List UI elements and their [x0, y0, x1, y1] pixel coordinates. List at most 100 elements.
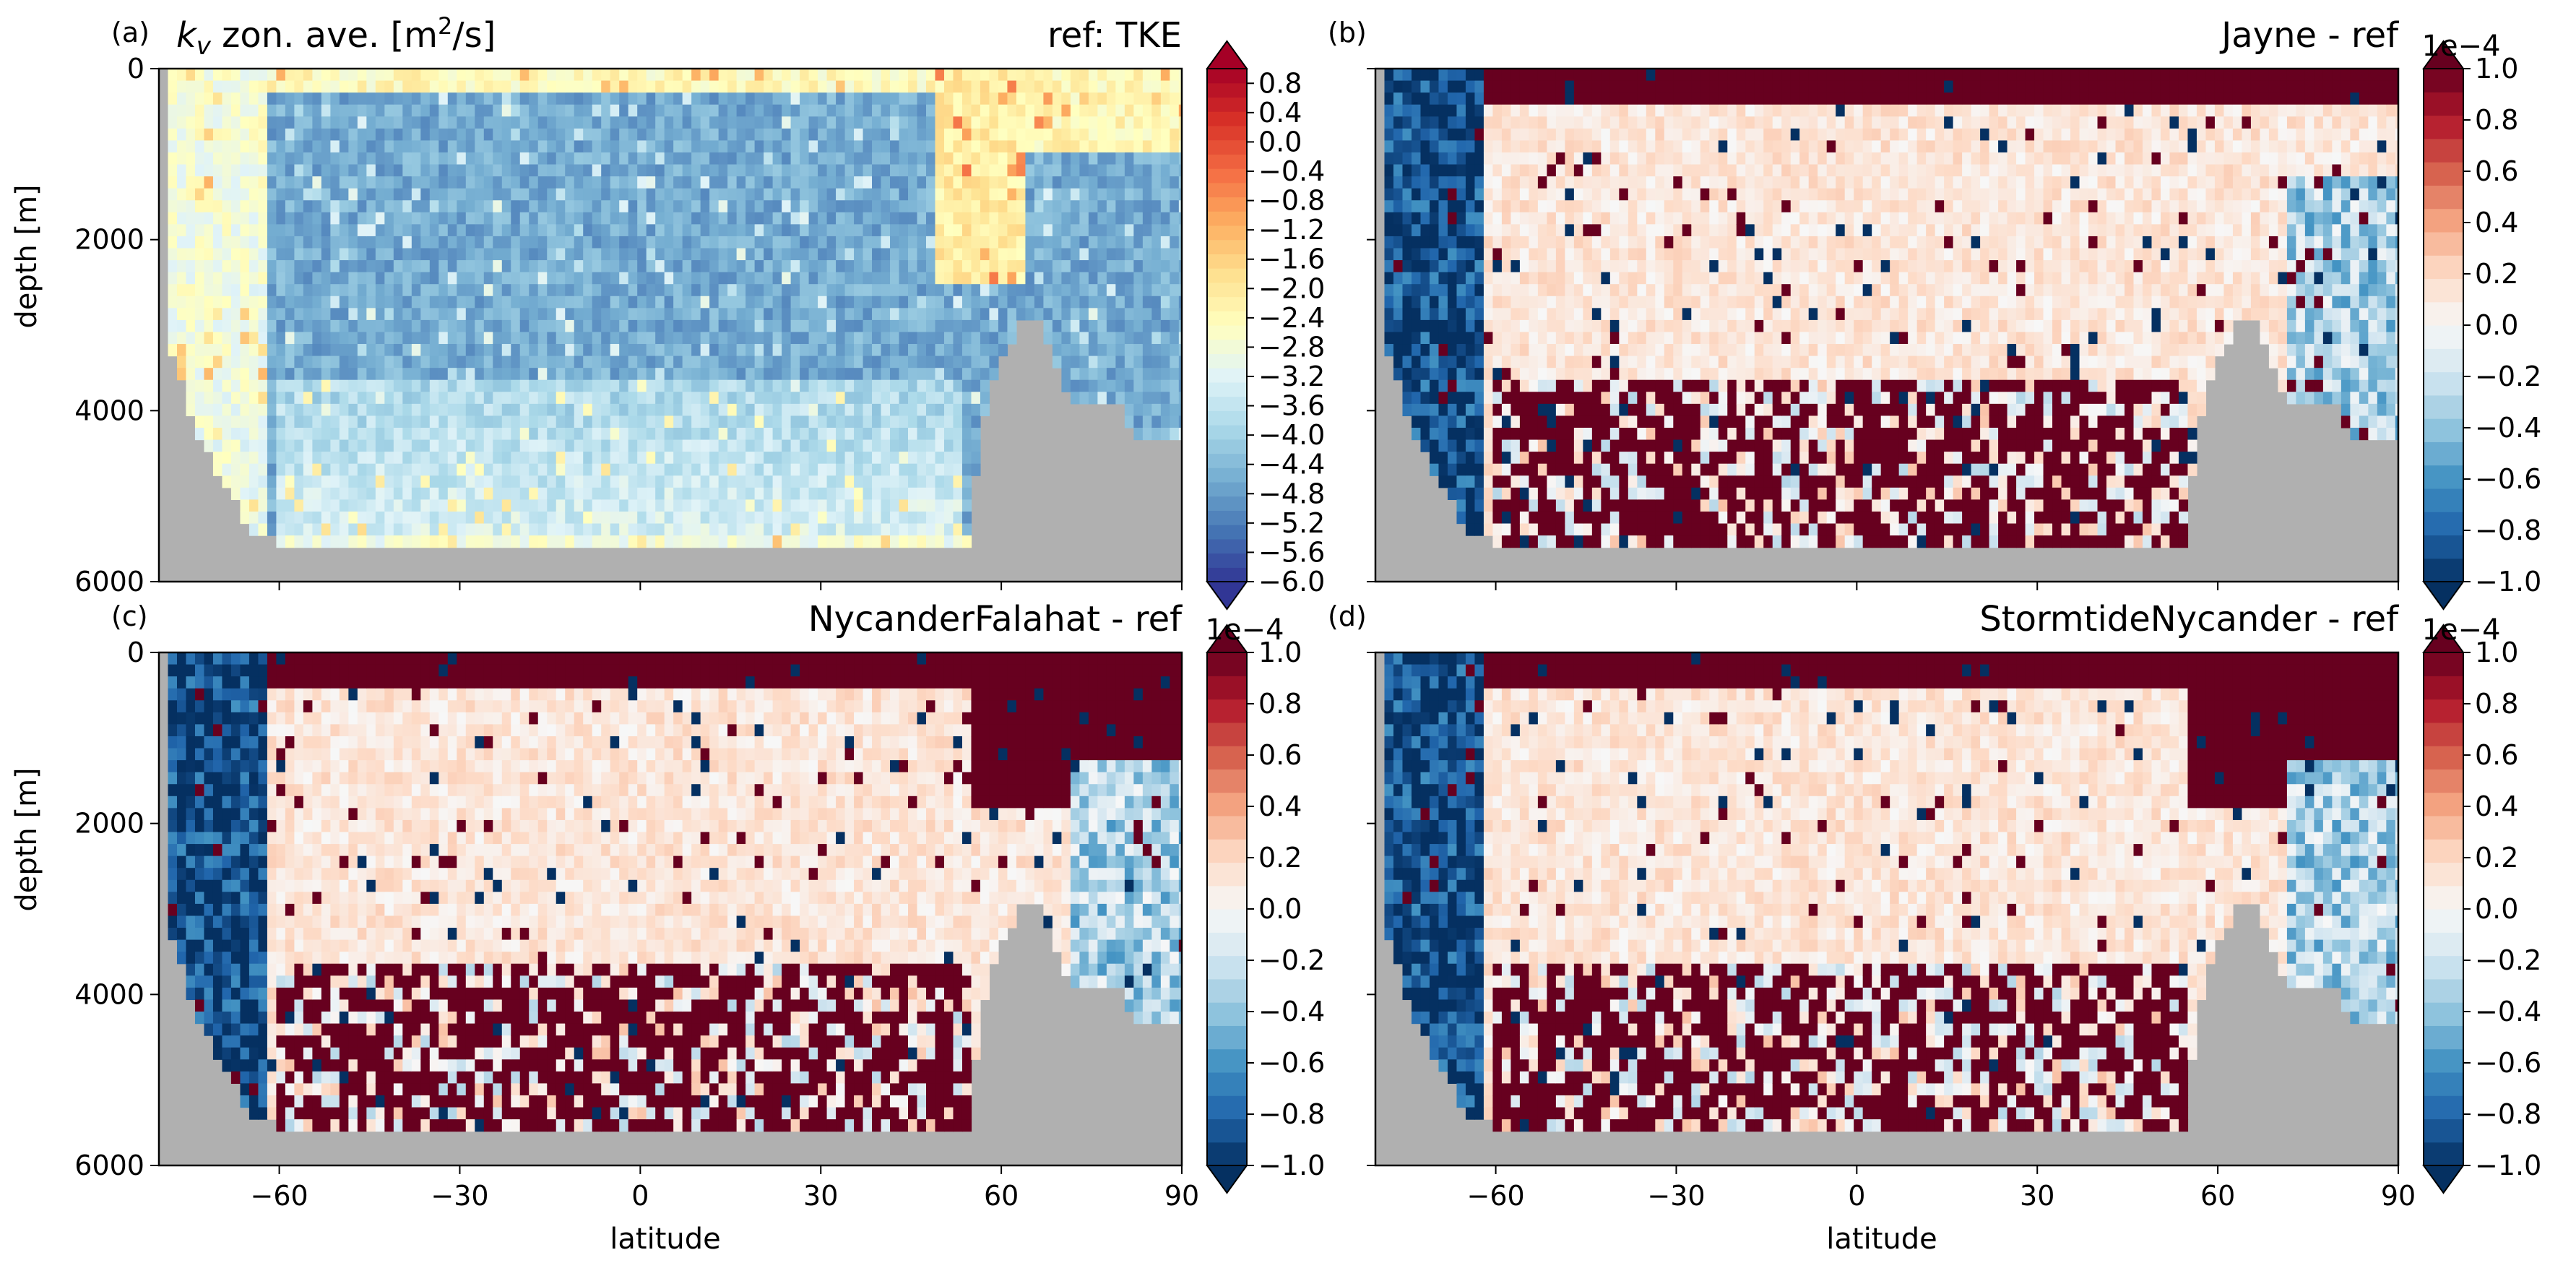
heatmap-cell: [357, 260, 367, 273]
heatmap-cell: [447, 355, 457, 368]
heatmap-cell: [186, 248, 196, 261]
heatmap-cell: [438, 152, 449, 165]
heatmap-cell: [420, 116, 431, 129]
heatmap-cell: [1537, 272, 1547, 285]
heatmap-cell: [1438, 224, 1448, 237]
heatmap-cell: [1465, 272, 1476, 285]
heatmap-cell: [1438, 92, 1448, 105]
heatmap-cell: [1565, 308, 1575, 321]
heatmap-cell: [764, 475, 774, 488]
heatmap-cell: [854, 260, 864, 273]
heatmap-cell: [790, 128, 800, 141]
heatmap-cell: [303, 439, 313, 452]
heatmap-cell: [1061, 188, 1071, 201]
heatmap-cell: [384, 499, 394, 512]
heatmap-cell: [258, 104, 268, 117]
heatmap-cell: [826, 272, 837, 285]
heatmap-cell: [1160, 368, 1170, 381]
heatmap-cell: [646, 319, 656, 333]
heatmap-cell: [745, 379, 756, 392]
heatmap-cell: [818, 296, 828, 309]
heatmap-cell: [890, 236, 900, 249]
heatmap-cell: [782, 332, 792, 345]
heatmap-cell: [1483, 463, 1494, 476]
heatmap-cell: [637, 236, 647, 249]
heatmap-cell: [637, 69, 647, 82]
heatmap-cell: [285, 487, 295, 500]
heatmap-cell: [1474, 92, 1484, 105]
heatmap-cell: [339, 332, 349, 345]
heatmap-cell: [790, 248, 800, 261]
heatmap-cell: [881, 92, 891, 105]
heatmap-cell: [511, 368, 521, 381]
heatmap-cell: [772, 176, 782, 189]
heatmap-cell: [1079, 212, 1089, 225]
heatmap-cell: [736, 368, 746, 381]
heatmap-cell: [1429, 200, 1440, 213]
heatmap-cell: [330, 80, 340, 93]
heatmap-cell: [339, 415, 349, 428]
heatmap-cell: [1151, 116, 1162, 129]
heatmap-cell: [420, 368, 431, 381]
heatmap-cell: [230, 140, 241, 153]
heatmap-cell: [800, 332, 810, 345]
heatmap-cell: [1106, 212, 1116, 225]
heatmap-cell: [890, 80, 900, 93]
heatmap-cell: [953, 392, 963, 405]
heatmap-cell: [863, 176, 873, 189]
heatmap-cell: [1384, 104, 1394, 117]
heatmap-cell: [790, 69, 800, 82]
heatmap-cell: [1519, 104, 1529, 117]
heatmap-cell: [285, 439, 295, 452]
heatmap-cell: [1160, 176, 1170, 189]
heatmap-cell: [601, 403, 611, 417]
heatmap-cell: [1384, 128, 1394, 141]
heatmap-cell: [1411, 392, 1422, 405]
heatmap-cell: [1519, 248, 1529, 261]
heatmap-cell: [493, 188, 503, 201]
heatmap-cell: [547, 403, 557, 417]
heatmap-cell: [772, 140, 782, 153]
heatmap-cell: [230, 92, 241, 105]
heatmap-cell: [375, 368, 385, 381]
heatmap-cell: [384, 403, 394, 417]
heatmap-cell: [1411, 415, 1422, 428]
heatmap-cell: [1420, 236, 1430, 249]
heatmap-cell: [267, 403, 277, 417]
heatmap-cell: [438, 200, 449, 213]
heatmap-cell: [176, 152, 187, 165]
heatmap-cell: [943, 499, 954, 512]
heatmap-cell: [1529, 523, 1539, 536]
heatmap-cell: [1133, 379, 1144, 392]
heatmap-cell: [438, 260, 449, 273]
heatmap-cell: [501, 499, 511, 512]
heatmap-cell: [764, 319, 774, 333]
heatmap-cell: [619, 523, 629, 536]
heatmap-cell: [1088, 224, 1098, 237]
heatmap-cell: [826, 308, 837, 321]
heatmap-cell: [194, 116, 205, 129]
heatmap-cell: [1565, 224, 1575, 237]
heatmap-cell: [294, 212, 304, 225]
heatmap-cell: [782, 511, 792, 525]
heatmap-cell: [1070, 104, 1080, 117]
heatmap-cell: [312, 212, 322, 225]
heatmap-cell: [953, 475, 963, 488]
y-tick-label: 0: [127, 53, 144, 85]
heatmap-cell: [483, 475, 493, 488]
heatmap-cell: [529, 104, 539, 117]
heatmap-cell: [1565, 368, 1575, 381]
heatmap-cell: [1420, 176, 1430, 189]
heatmap-cell: [782, 319, 792, 333]
heatmap-cell: [583, 392, 593, 405]
heatmap-cell: [727, 475, 738, 488]
heatmap-cell: [1555, 212, 1565, 225]
colorbar-segment: [1207, 69, 1247, 84]
heatmap-cell: [908, 188, 918, 201]
heatmap-cell: [1565, 236, 1575, 249]
heatmap-cell: [854, 69, 864, 82]
heatmap-cell: [1061, 355, 1071, 368]
heatmap-cell: [592, 188, 602, 201]
heatmap-cell: [1519, 296, 1529, 309]
heatmap-cell: [393, 452, 403, 465]
